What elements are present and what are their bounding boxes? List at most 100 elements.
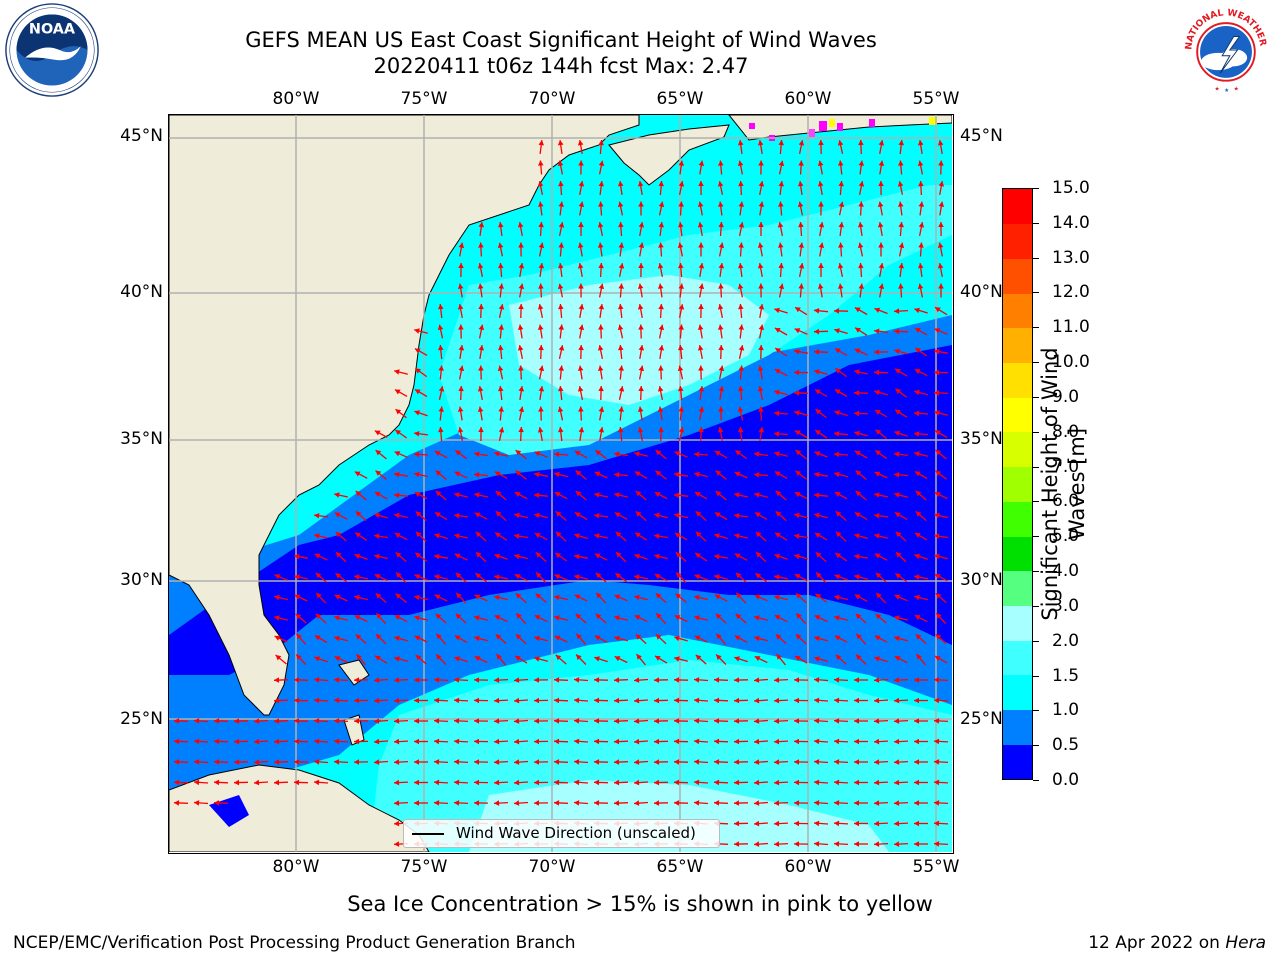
wave-arrow-head	[857, 242, 864, 249]
wave-arrow-head	[894, 718, 900, 724]
wave-arrow-head	[734, 553, 741, 559]
wave-arrow-head	[395, 409, 402, 415]
wave-arrow-head	[434, 759, 440, 765]
wave-arrow-head	[854, 451, 861, 456]
wave-arrow-head	[414, 800, 419, 806]
wave-arrow-head	[894, 738, 900, 745]
wave-arrow-head	[638, 345, 645, 351]
wave-arrow-head	[518, 263, 525, 269]
wave-arrow-head	[558, 324, 564, 330]
wave-arrow-head	[314, 718, 320, 724]
wave-arrow-head	[538, 345, 544, 351]
wave-arrow-head	[494, 574, 500, 580]
wave-arrow-head	[314, 759, 320, 765]
wave-arrow-head	[515, 470, 522, 476]
wave-arrow-head	[754, 677, 760, 683]
wave-arrow-head	[354, 718, 359, 724]
wave-arrow-head	[574, 779, 580, 786]
wave-arrow-head	[274, 677, 280, 683]
wave-arrow-head	[774, 574, 780, 580]
footer-right: 12 Apr 2022 on Hera	[1088, 933, 1266, 953]
wave-arrow-head	[694, 492, 701, 497]
wave-arrow-head	[395, 552, 402, 558]
wave-arrow-head	[354, 553, 361, 559]
wave-arrow-head	[634, 553, 640, 559]
wave-arrow-head	[838, 242, 844, 248]
wave-arrow-head	[454, 635, 461, 641]
wave-arrow-head	[938, 222, 944, 227]
wave-arrow-head	[814, 841, 820, 847]
wave-arrow-head	[474, 635, 480, 642]
wave-arrow-head	[354, 594, 360, 601]
wave-arrow-head	[618, 283, 624, 289]
wave-arrow-head	[434, 451, 441, 456]
wave-arrow-head	[514, 759, 520, 765]
wave-arrow-head	[638, 222, 645, 228]
wave-arrow-head	[854, 841, 859, 847]
wave-arrow-head	[678, 222, 684, 228]
colorbar-segment	[1003, 293, 1032, 329]
wave-arrow-head	[394, 738, 400, 745]
wave-arrow-head	[854, 594, 861, 600]
wave-arrow-head	[654, 738, 660, 745]
wave-arrow-head	[674, 492, 680, 499]
wave-arrow-head	[938, 283, 944, 289]
wave-arrow-head	[294, 553, 300, 560]
wave-arrow-head	[638, 365, 645, 372]
wave-arrow-head	[738, 345, 745, 351]
wave-arrow-head	[934, 779, 940, 786]
wave-arrow-head	[934, 677, 940, 683]
wave-arrow-head	[854, 553, 860, 560]
wave-arrow-head	[435, 512, 441, 518]
wave-arrow-head	[535, 593, 542, 599]
wave-arrow-head	[517, 345, 524, 351]
wave-arrow-head	[434, 533, 440, 539]
wave-arrow-head	[838, 181, 844, 187]
wave-arrow-head	[474, 472, 480, 478]
wave-arrow-head	[898, 140, 904, 146]
wave-arrow-head	[214, 759, 220, 765]
wave-arrow-head	[934, 390, 940, 396]
wave-arrow-head	[414, 759, 419, 765]
wave-arrow-head	[594, 635, 601, 641]
wave-arrow-head	[518, 283, 525, 290]
wave-arrow-head	[634, 594, 640, 601]
wave-arrow-head	[934, 369, 939, 376]
wave-arrow-head	[554, 677, 560, 683]
wave-arrow-head	[758, 283, 764, 289]
wave-arrow-head	[658, 222, 664, 228]
wave-arrow-head	[598, 140, 604, 146]
wave-arrow-head	[554, 615, 560, 621]
wave-arrow-head	[394, 492, 400, 499]
wave-arrow-head	[774, 328, 781, 333]
wave-arrow-head	[694, 677, 700, 683]
wave-arrow-head	[754, 820, 760, 827]
wave-arrow-head	[898, 242, 905, 249]
wave-arrow-head	[374, 738, 380, 745]
wave-arrow-head	[718, 242, 725, 249]
wave-arrow-head	[614, 800, 620, 806]
wave-arrow-head	[595, 450, 602, 456]
wave-arrow-head	[674, 759, 680, 765]
colorbar-tick	[1033, 257, 1039, 259]
wave-arrow-head	[598, 324, 604, 330]
wave-arrow-head	[514, 697, 520, 704]
wave-arrow-head	[614, 594, 621, 600]
map-legend: Wind Wave Direction (unscaled)	[403, 819, 720, 848]
wave-arrow-head	[814, 779, 820, 786]
wave-arrow-head	[758, 324, 765, 331]
wave-arrow-head	[658, 181, 664, 187]
wave-arrow-head	[554, 451, 560, 458]
wave-arrow-head	[454, 553, 461, 559]
wave-arrow-head	[495, 634, 502, 640]
wave-arrow-head	[894, 697, 900, 704]
wave-arrow-head	[835, 654, 842, 661]
wave-arrow-head	[658, 324, 665, 331]
wave-arrow-head	[774, 718, 780, 724]
wave-arrow-head	[658, 365, 664, 371]
wave-arrow-head	[455, 572, 462, 579]
wave-arrow-head	[754, 718, 760, 724]
wave-arrow-head	[174, 759, 180, 765]
wave-arrow-head	[234, 738, 240, 745]
wave-arrow-head	[394, 820, 400, 827]
